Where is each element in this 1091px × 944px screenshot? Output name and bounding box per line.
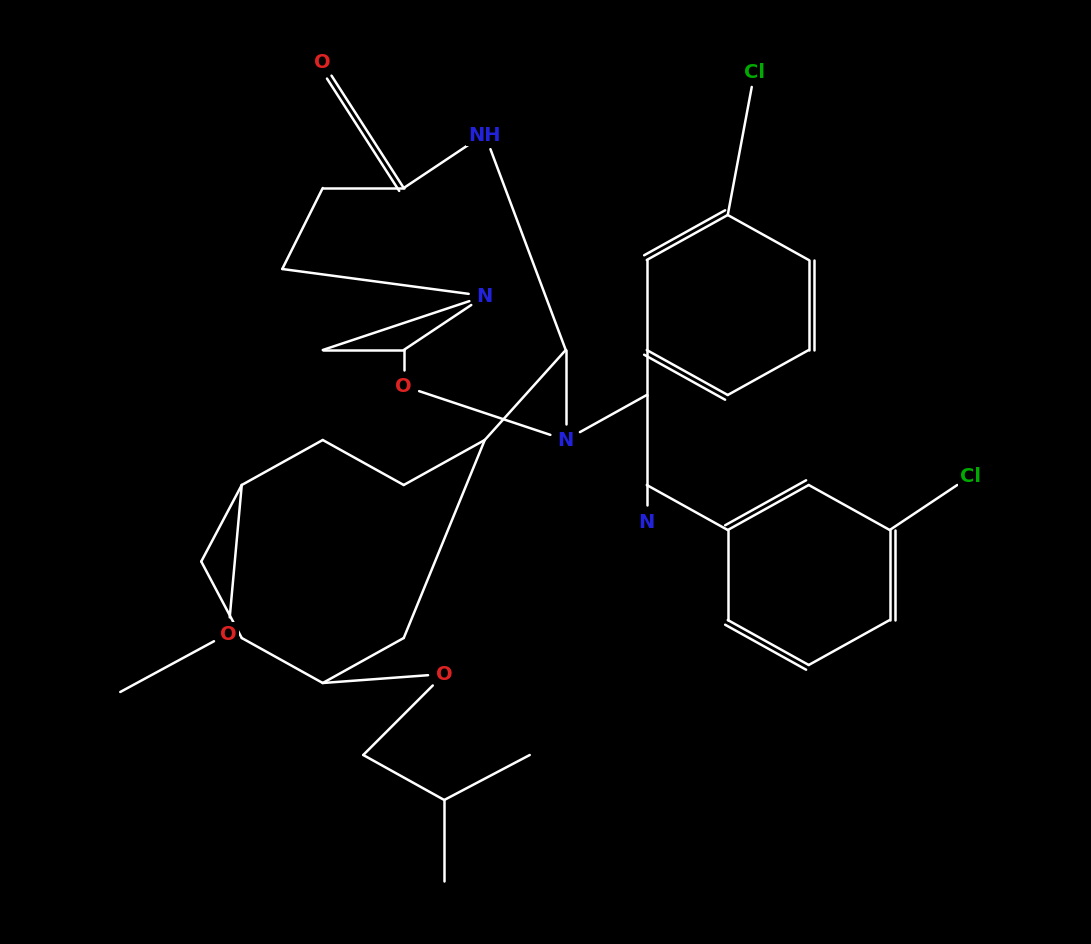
Text: Cl: Cl (960, 467, 981, 486)
Text: Cl: Cl (744, 62, 765, 81)
Text: O: O (395, 377, 412, 396)
Text: N: N (638, 512, 655, 531)
Text: N: N (558, 431, 574, 450)
Text: N: N (477, 287, 493, 306)
Text: O: O (436, 665, 453, 683)
Text: O: O (314, 54, 331, 73)
Text: O: O (220, 624, 237, 643)
Text: NH: NH (468, 126, 501, 144)
